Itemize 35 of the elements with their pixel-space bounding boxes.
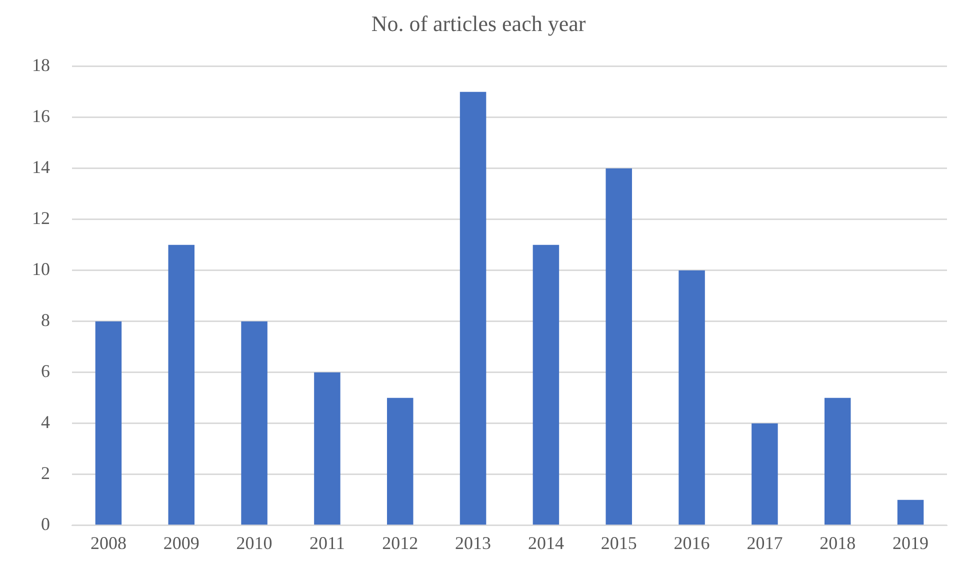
y-tick-label: 16 <box>32 106 50 126</box>
x-tick-label: 2010 <box>236 532 272 553</box>
bar <box>752 423 778 525</box>
x-tick-label: 2016 <box>674 532 710 553</box>
x-tick-label: 2017 <box>746 532 783 553</box>
y-tick-label: 4 <box>41 412 50 432</box>
y-tick-label: 12 <box>32 208 50 228</box>
x-tick-label: 2008 <box>90 532 126 553</box>
x-tick-label: 2012 <box>382 532 418 553</box>
bar <box>314 372 340 525</box>
x-tick-label: 2011 <box>310 532 345 553</box>
bar <box>824 398 851 525</box>
chart-title: No. of articles each year <box>371 10 586 36</box>
x-tick-label: 2015 <box>600 532 637 553</box>
bar <box>678 270 705 525</box>
bar <box>460 92 486 525</box>
bar <box>606 168 632 525</box>
bar <box>897 500 924 525</box>
x-tick-label: 2018 <box>820 532 856 553</box>
bar <box>387 398 414 525</box>
x-tick-label: 2014 <box>528 532 564 553</box>
x-tick-label: 2019 <box>892 532 929 553</box>
bar <box>532 244 560 525</box>
x-tick-label: 2013 <box>455 532 492 553</box>
bar <box>168 244 194 525</box>
y-tick-label: 2 <box>41 463 50 484</box>
x-tick-label: 2009 <box>163 532 200 553</box>
y-tick-label: 8 <box>41 310 50 330</box>
y-tick-label: 0 <box>41 514 50 534</box>
y-tick-label: 6 <box>41 361 50 382</box>
y-tick-label: 10 <box>32 259 50 280</box>
y-tick-label: 14 <box>32 157 50 178</box>
y-tick-label: 18 <box>32 55 50 76</box>
bar <box>95 321 122 525</box>
bar <box>241 321 268 525</box>
